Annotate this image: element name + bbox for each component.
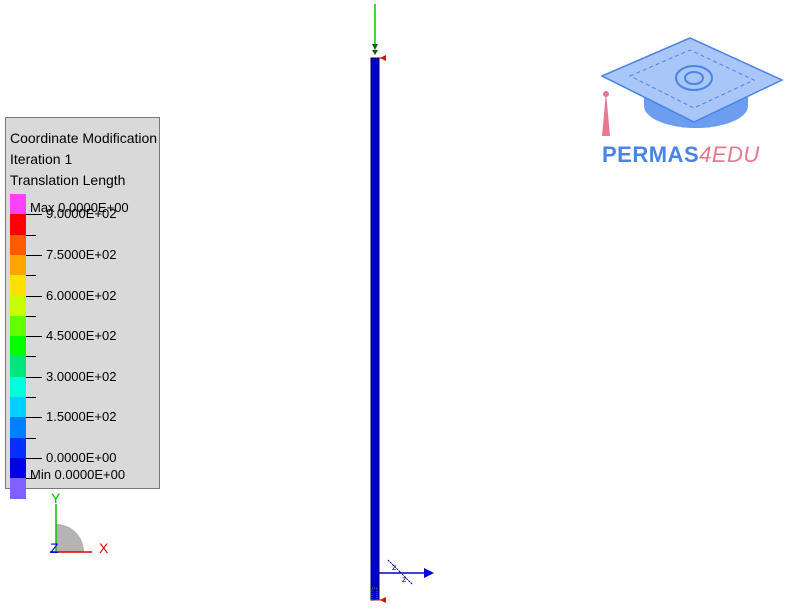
legend-tick xyxy=(26,356,36,358)
legend-tick xyxy=(26,214,42,216)
bottom-force-arrowhead xyxy=(424,568,434,578)
logo-wordmark: PERMAS4EDU xyxy=(602,142,760,168)
legend-tick-label: 4.5000E+02 xyxy=(46,328,117,344)
permas4edu-logo: PERMAS4EDU xyxy=(594,36,790,168)
legend-tick xyxy=(26,254,42,256)
beam-element xyxy=(370,57,380,601)
legend-tick-label: 1.5000E+02 xyxy=(46,409,117,425)
legend-tick-label: 3.0000E+02 xyxy=(46,368,117,384)
legend-color-swatch xyxy=(10,437,26,459)
legend-tick xyxy=(26,457,42,459)
x-axis-label: X xyxy=(99,540,109,556)
legend-tick xyxy=(26,478,36,480)
legend-color-swatch xyxy=(10,234,26,256)
legend-tick-label: 0.0000E+00 xyxy=(46,449,117,465)
legend-title: Coordinate Modification xyxy=(10,130,158,146)
legend-tick-label: 7.5000E+02 xyxy=(46,246,117,262)
legend-color-swatch xyxy=(10,254,26,276)
legend-color-swatch xyxy=(10,417,26,439)
legend-color-swatch xyxy=(10,295,26,317)
legend-tick xyxy=(26,295,42,297)
logo-text-main: PERMAS xyxy=(602,142,700,167)
legend-subtitle: Iteration 1 xyxy=(10,151,73,167)
y-axis-label: Y xyxy=(51,490,61,506)
legend-color-swatch xyxy=(10,478,26,500)
color-legend-panel: Coordinate Modification Iteration 1 Tran… xyxy=(5,117,160,500)
beam-model-graphic: z z xyxy=(370,4,434,603)
legend-tick xyxy=(26,376,42,378)
legend-tick xyxy=(26,397,36,398)
legend-color-swatch xyxy=(10,315,26,337)
legend-color-swatch xyxy=(10,397,26,418)
graduation-cap-icon xyxy=(600,37,784,136)
legend-tick xyxy=(26,315,36,317)
legend-tick xyxy=(26,275,36,277)
z-axis-label: Z xyxy=(50,540,59,556)
legend-color-swatch xyxy=(10,275,26,297)
legend-color-swatch xyxy=(10,356,26,378)
legend-color-swatch xyxy=(10,376,26,398)
legend-tick xyxy=(26,234,36,236)
svg-text:z: z xyxy=(402,575,406,584)
legend-color-swatch xyxy=(10,214,26,236)
axis-triad-graphic xyxy=(50,504,92,553)
top-load-arrowhead xyxy=(372,44,378,50)
legend-max-label: Max 0.0000E+00 xyxy=(30,200,129,215)
legend-tick-label: 6.0000E+02 xyxy=(46,287,117,303)
legend-color-swatch xyxy=(10,457,26,479)
axis-triad: Y X Z xyxy=(40,488,130,568)
legend-tick xyxy=(26,336,42,338)
beam-model[interactable]: z z xyxy=(360,0,450,608)
legend-tick xyxy=(26,437,36,439)
legend-color-swatch xyxy=(10,194,26,215)
logo-text-accent: 4EDU xyxy=(699,142,760,167)
legend-quantity: Translation Length xyxy=(10,172,126,188)
legend-tick xyxy=(26,417,42,419)
svg-text:z: z xyxy=(392,563,396,572)
legend-tick-label: 9.0000E+02 xyxy=(46,206,117,222)
legend-color-swatch xyxy=(10,336,26,358)
legend-min-label: Min 0.0000E+00 xyxy=(30,467,126,482)
